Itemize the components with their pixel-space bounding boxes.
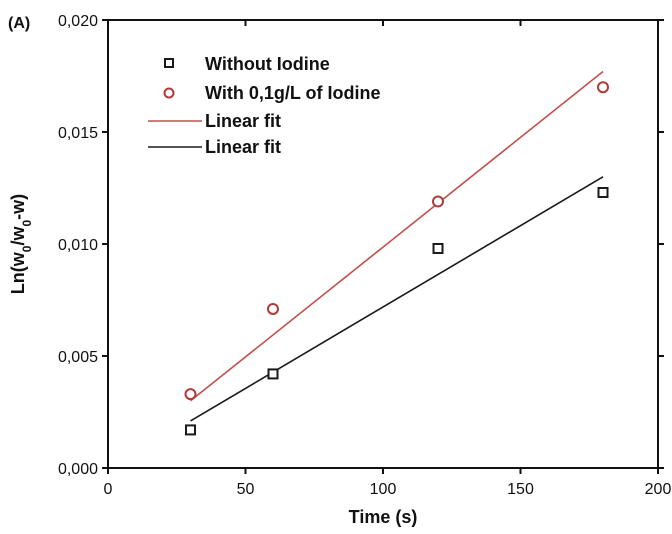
- x-tick-label: 0: [104, 481, 113, 498]
- circle-marker: [184, 388, 197, 401]
- x-tick-label: 150: [507, 481, 534, 498]
- y-axis: 0,000 0,005 0,010 0,015 0,020: [58, 13, 664, 478]
- square-marker: [597, 186, 609, 198]
- circle-marker: [597, 81, 609, 94]
- y-tick-label: 0,005: [58, 349, 98, 366]
- legend-label-fit-black: Linear fit: [205, 137, 281, 157]
- square-marker: [267, 368, 279, 380]
- circle-marker: [267, 302, 279, 315]
- y-tick-label: 0,010: [58, 237, 98, 254]
- x-axis-title: Time (s): [349, 507, 418, 527]
- data-markers: [184, 81, 609, 436]
- x-tick-label: 100: [370, 481, 397, 498]
- square-marker: [432, 242, 444, 254]
- legend: Without Iodine With 0,1g/L of Iodine Lin…: [148, 54, 381, 157]
- legend-label-without-iodine: Without Iodine: [205, 54, 330, 74]
- fit-line-with-iodine: [190, 70, 604, 402]
- y-tick-label: 0,015: [58, 125, 98, 142]
- legend-square-marker: [164, 58, 174, 68]
- x-axis: 0 50 100 150 200: [104, 20, 672, 498]
- legend-label-fit-red: Linear fit: [205, 111, 281, 131]
- legend-label-with-iodine: With 0,1g/L of Iodine: [205, 83, 381, 103]
- y-tick-label: 0,020: [58, 13, 98, 30]
- fit-line-without-iodine: [190, 176, 604, 422]
- x-tick-label: 200: [645, 481, 672, 498]
- y-axis-title: Ln(w0/w0-w): [8, 194, 34, 294]
- square-marker: [185, 424, 196, 436]
- circle-marker: [432, 195, 444, 208]
- fit-lines: [190, 70, 604, 422]
- y-tick-label: 0,000: [58, 461, 98, 478]
- legend-circle-marker: [163, 87, 175, 99]
- x-tick-label: 50: [237, 481, 255, 498]
- panel-label: (A): [8, 15, 30, 32]
